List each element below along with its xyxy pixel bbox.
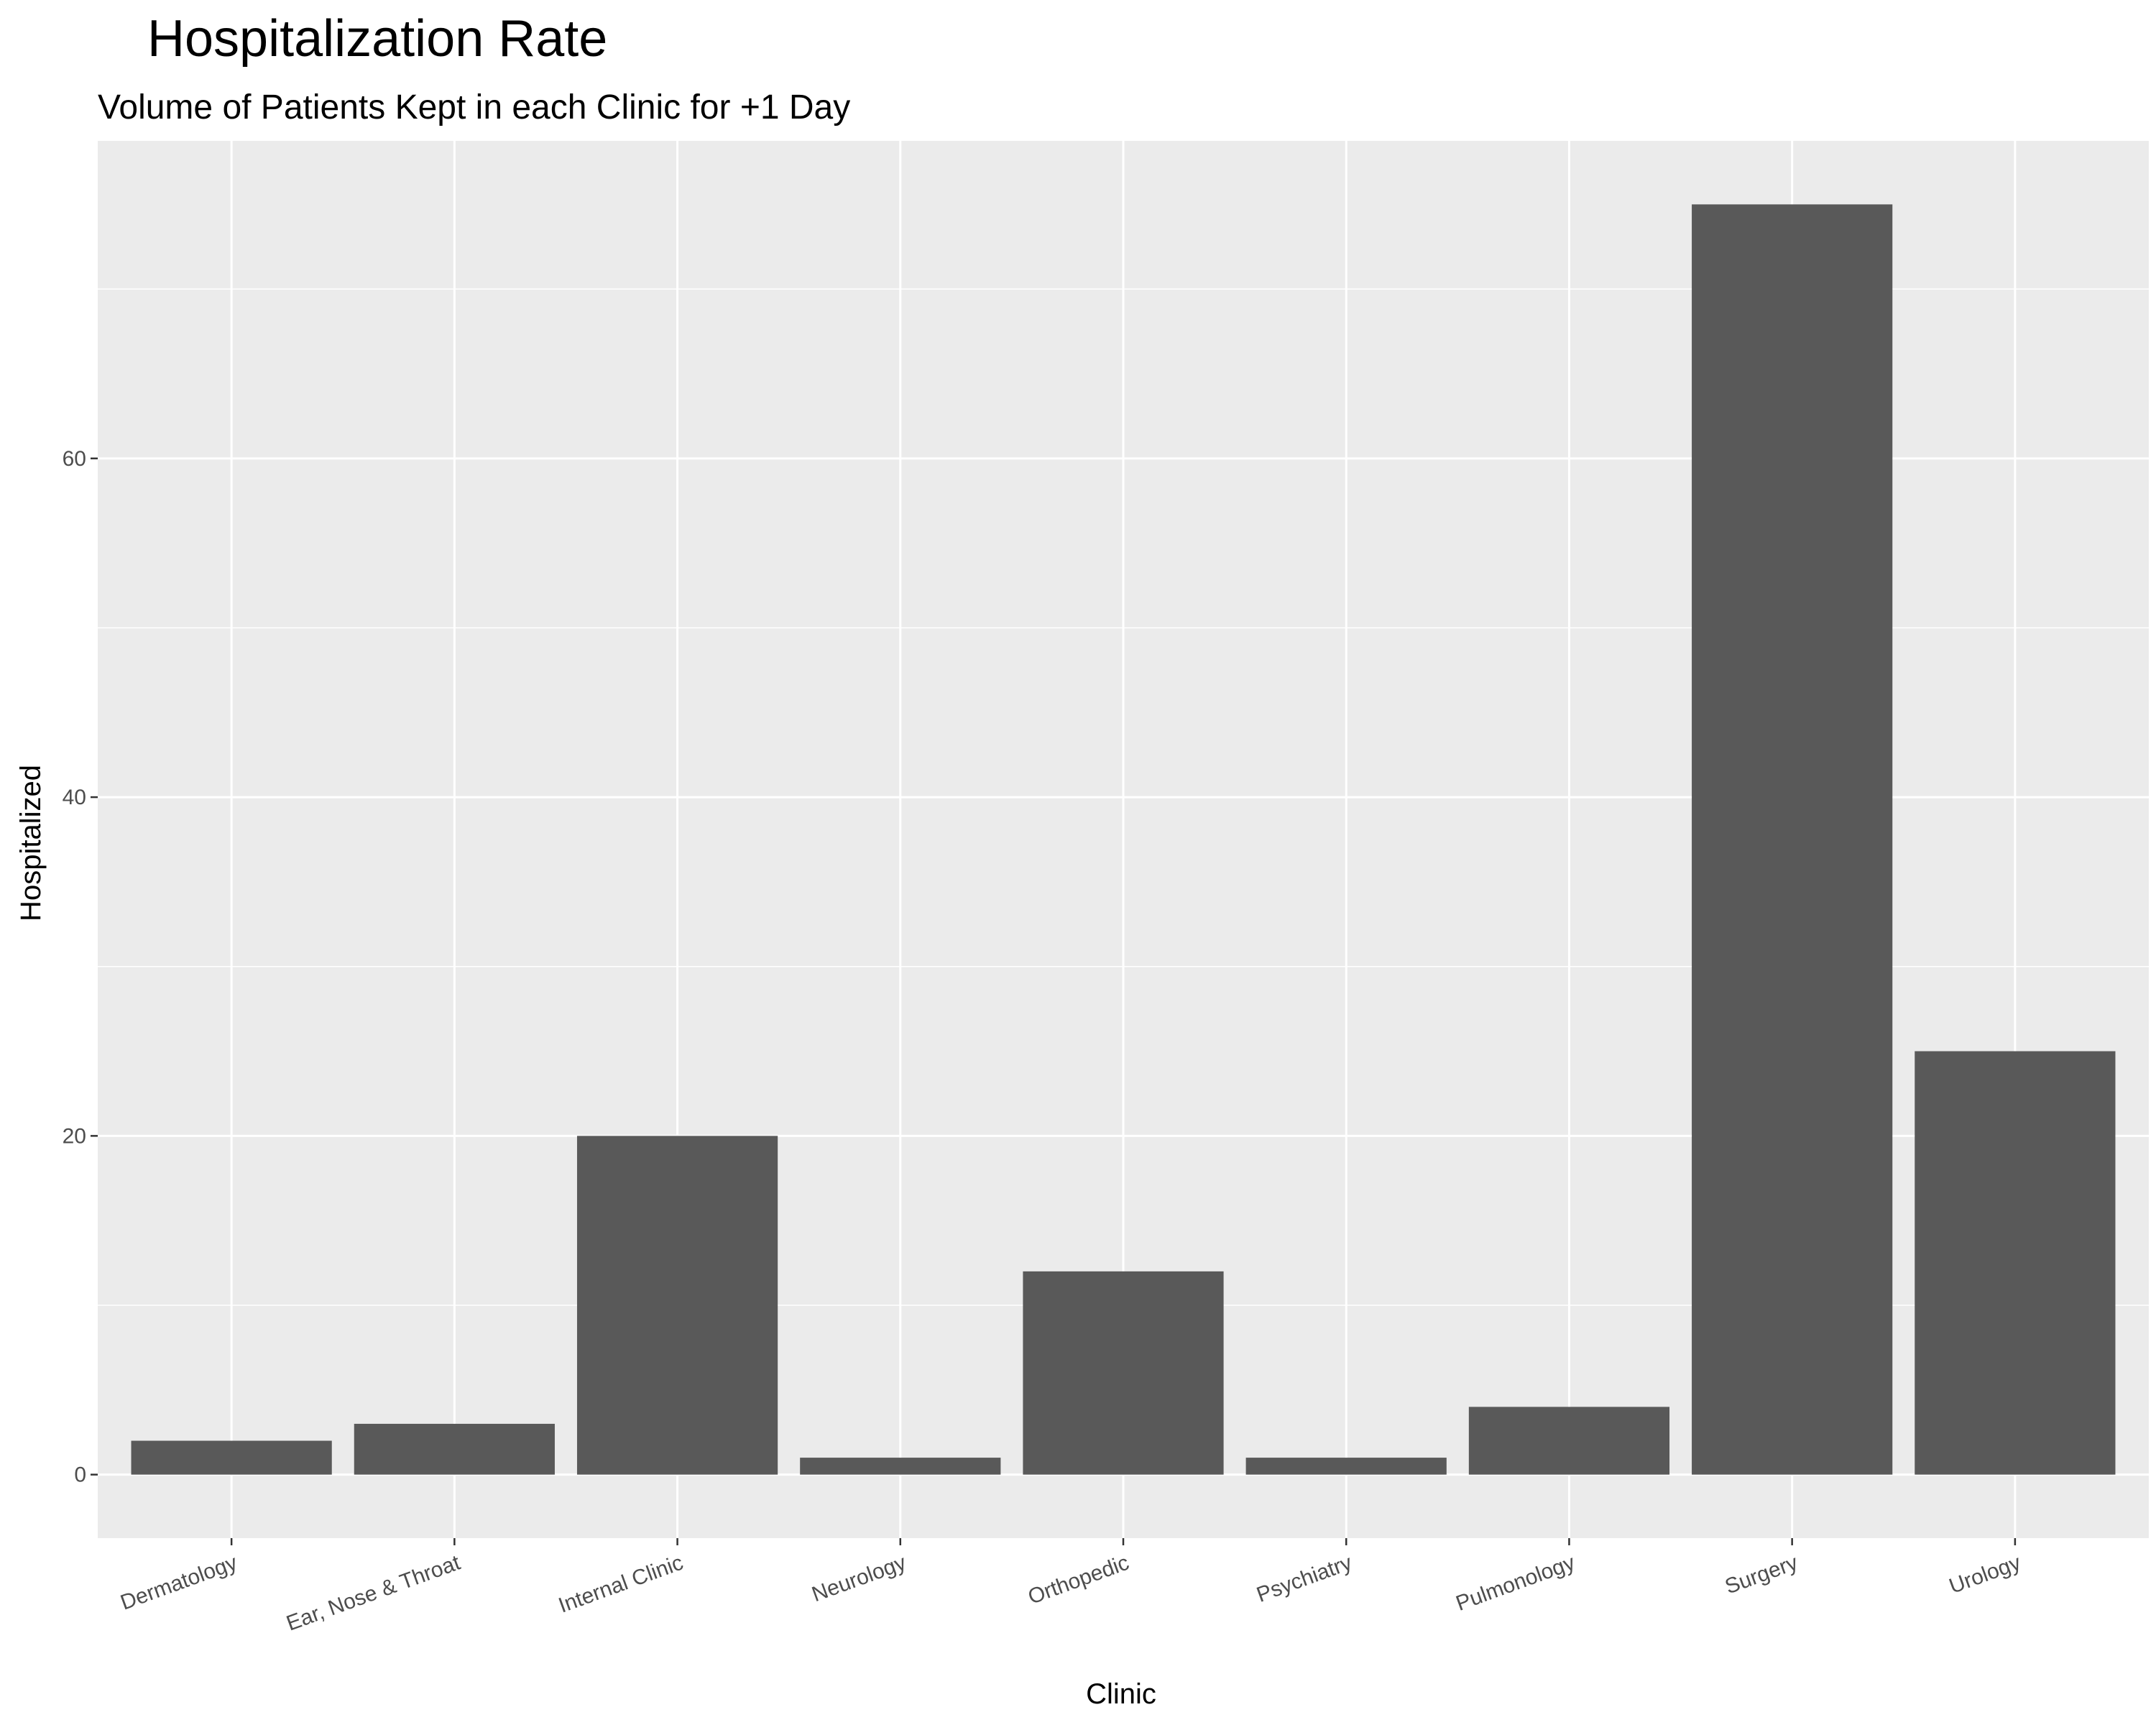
x-tick-label: Neurology [808,1551,909,1607]
chart-subtitle: Volume of Patients Kept in each Clinic f… [98,88,850,126]
bar [1245,1458,1447,1475]
x-tick-label: Internal Clinic [556,1551,686,1618]
x-tick-label: Pulmonology [1453,1551,1578,1616]
y-tick-label: 60 [63,447,86,471]
bar [800,1458,1001,1475]
bar [576,1136,778,1475]
x-tick-label: Ear, Nose & Throat [283,1550,464,1635]
chart-title: Hospitalization Rate [147,10,607,68]
y-axis-title: Hospitalized [15,765,47,921]
x-tick-label: Orthopedic [1025,1551,1132,1609]
bar [1692,204,1893,1475]
bar [1915,1051,2116,1475]
bar [1468,1407,1670,1475]
x-tick-label: Urology [1946,1551,2024,1598]
y-tick-label: 0 [74,1463,86,1487]
x-tick-label: Dermatology [117,1551,240,1615]
x-axis-title: Clinic [1086,1678,1156,1710]
bars [131,204,2116,1475]
y-tick-label: 40 [63,786,86,809]
x-tick-label: Psychiatry [1253,1551,1355,1607]
x-axis-ticks: Dermatology Ear, Nose & Throat Internal Cl… [117,1538,2024,1636]
bar [1023,1271,1224,1475]
x-tick-label: Surgery [1722,1551,1801,1599]
bar [354,1423,555,1475]
y-tick-label: 20 [63,1124,86,1148]
bar [131,1440,332,1475]
y-axis-ticks: 0 20 40 60 [63,447,98,1487]
